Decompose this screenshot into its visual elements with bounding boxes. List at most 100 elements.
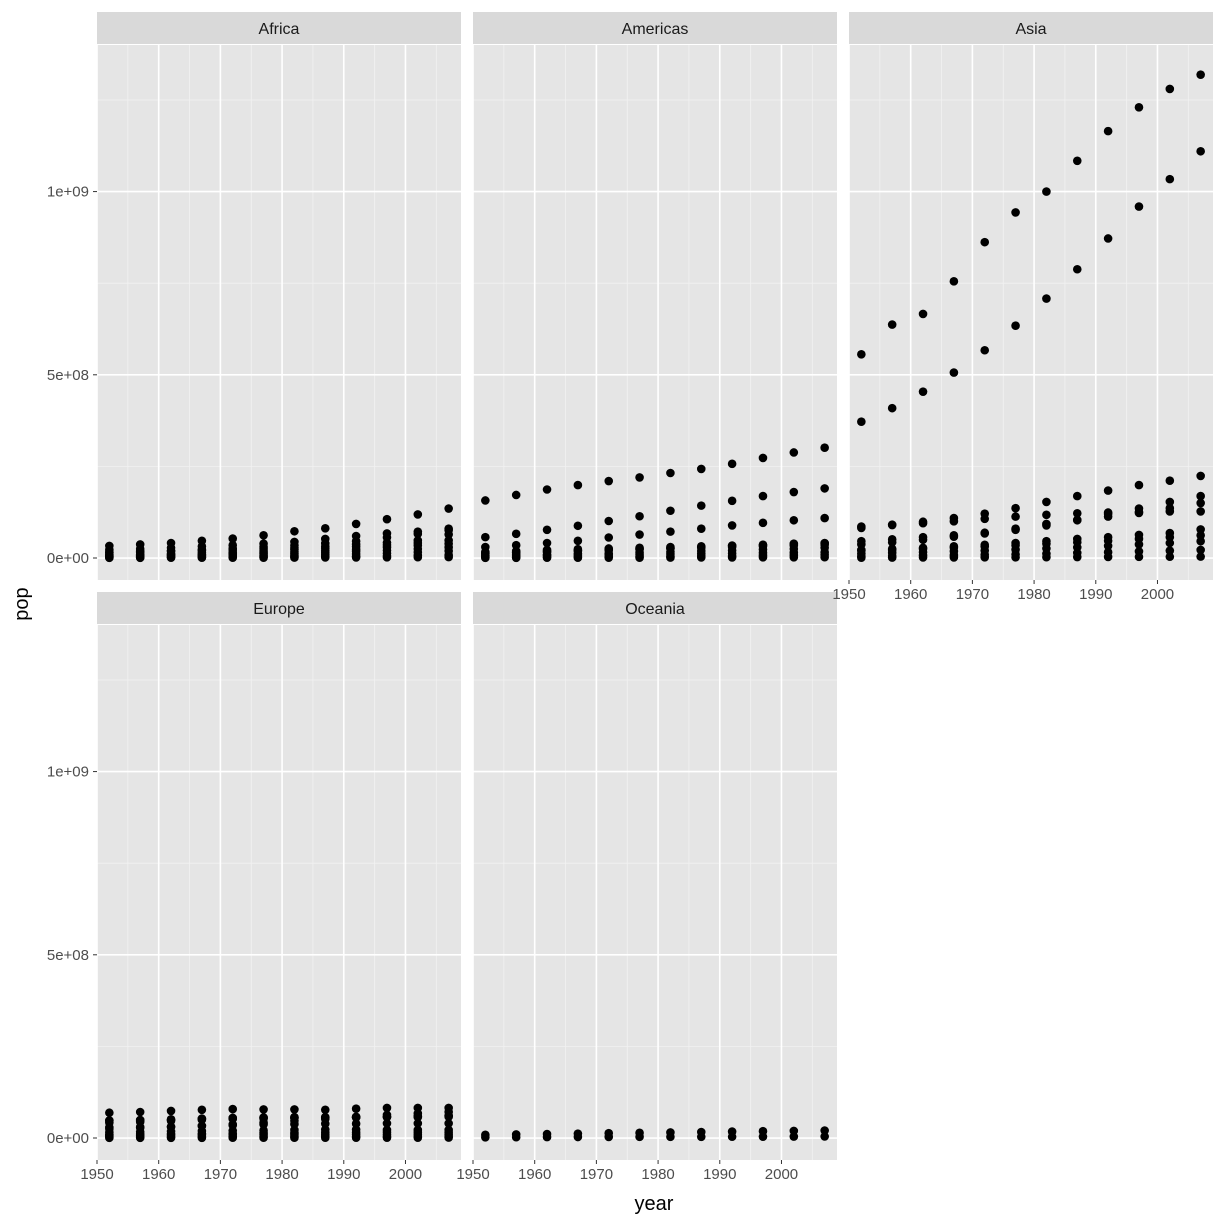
data-point — [696, 1132, 706, 1142]
data-point — [727, 496, 737, 506]
x-tick-label: 1950 — [832, 586, 865, 603]
panel-bg-asia — [849, 45, 1213, 580]
x-tick-label: 1960 — [894, 586, 927, 603]
data-point — [980, 345, 990, 355]
data-point — [1165, 84, 1175, 94]
data-point — [887, 537, 897, 547]
data-point — [135, 1107, 145, 1117]
x-tick-label: 2000 — [389, 1166, 422, 1183]
data-point — [382, 1119, 392, 1128]
facet-strip-oceania — [473, 592, 837, 624]
data-point — [1011, 321, 1020, 330]
y-tick-label: 1e+09 — [47, 764, 89, 781]
data-point — [758, 491, 768, 501]
points-africa — [105, 504, 453, 563]
data-point — [290, 1133, 299, 1143]
data-point — [1165, 174, 1175, 184]
data-point — [887, 320, 897, 329]
data-point — [604, 533, 614, 542]
data-point — [857, 553, 866, 562]
facet-strip-americas — [473, 12, 837, 44]
data-point — [1196, 545, 1205, 555]
data-point — [259, 1133, 268, 1143]
x-tick-label: 1980 — [1017, 586, 1050, 603]
data-point — [887, 520, 897, 530]
data-point — [727, 1132, 737, 1142]
panel-bg-africa — [97, 45, 461, 580]
data-point — [1134, 504, 1144, 513]
points-europe — [105, 1103, 453, 1143]
data-point — [481, 532, 490, 542]
data-point — [351, 1133, 361, 1142]
data-point — [1042, 521, 1051, 530]
facet-strip-europe — [97, 592, 461, 624]
data-point — [604, 1132, 614, 1142]
data-point — [1042, 510, 1051, 520]
facet-asia: Asia — [848, 12, 1213, 580]
data-point — [135, 1133, 145, 1143]
data-point — [949, 277, 959, 286]
data-point — [166, 1133, 176, 1143]
data-point — [918, 517, 928, 527]
data-point — [980, 553, 990, 562]
x-tick-label: 1990 — [327, 1166, 360, 1183]
data-point — [1165, 476, 1175, 485]
data-point — [696, 501, 706, 510]
data-point — [1196, 146, 1205, 156]
data-point — [949, 368, 959, 377]
data-point — [481, 496, 490, 505]
data-point — [511, 490, 521, 500]
data-point — [1011, 525, 1020, 535]
data-point — [413, 552, 423, 562]
data-point — [1196, 471, 1205, 481]
x-tick-label: 1990 — [1079, 586, 1112, 603]
data-point — [228, 1120, 238, 1129]
x-tick-label: 1970 — [204, 1166, 237, 1183]
panels-layer: Africa Americas Asia Europe Oceania — [96, 12, 1213, 1160]
data-point — [1165, 503, 1175, 513]
x-tick-label: 1950 — [456, 1166, 489, 1183]
data-point — [542, 485, 552, 494]
data-point — [382, 514, 392, 524]
data-point — [949, 513, 959, 523]
data-point — [918, 535, 928, 544]
data-point — [635, 473, 644, 482]
panel-bg-europe — [97, 625, 461, 1160]
data-point — [758, 553, 768, 562]
data-point — [105, 1108, 114, 1118]
data-point — [1165, 538, 1175, 548]
data-point — [1072, 491, 1082, 501]
data-point — [290, 1116, 299, 1126]
data-point — [481, 553, 490, 563]
data-point — [290, 526, 299, 536]
data-point — [351, 553, 361, 562]
data-point — [666, 506, 675, 516]
data-point — [197, 1105, 207, 1115]
x-tick-label: 1960 — [142, 1166, 175, 1183]
data-point — [1103, 552, 1113, 562]
points-oceania — [481, 1126, 829, 1142]
x-tick-label: 1950 — [80, 1166, 113, 1183]
data-point — [542, 525, 552, 535]
data-point — [758, 453, 768, 463]
data-point — [1134, 480, 1144, 490]
data-point — [413, 1133, 423, 1142]
data-point — [228, 553, 238, 562]
data-point — [820, 513, 829, 523]
data-point — [382, 553, 392, 562]
data-point — [1072, 264, 1082, 274]
data-point — [382, 1110, 392, 1120]
axes-layer: 0e+00 5e+08 1e+09 1950 1960 1970 1980 1990 2000 1… — [47, 184, 1174, 1183]
data-point — [1072, 552, 1082, 562]
data-point — [727, 553, 737, 562]
data-point — [573, 1132, 583, 1142]
data-point — [696, 464, 706, 474]
data-point — [351, 519, 361, 529]
data-point — [351, 1112, 361, 1122]
x-tick-label: 2000 — [1141, 586, 1174, 603]
data-point — [1072, 515, 1082, 525]
data-point — [1042, 497, 1051, 507]
data-point — [727, 521, 737, 530]
data-point — [1011, 503, 1020, 513]
